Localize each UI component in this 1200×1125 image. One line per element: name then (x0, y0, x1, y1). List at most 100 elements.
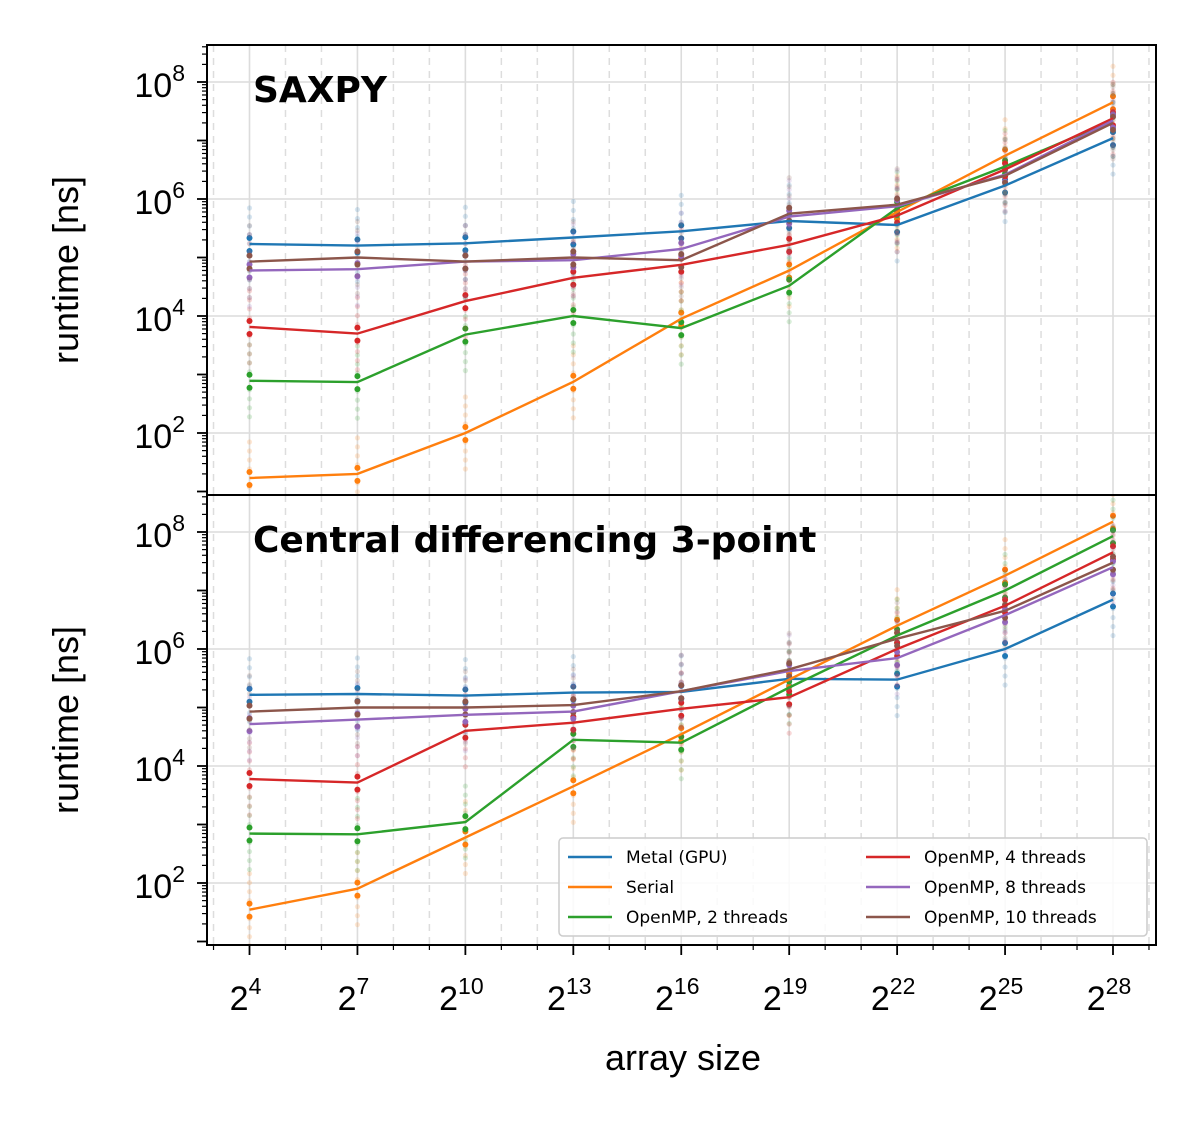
sample-point (354, 236, 361, 243)
sample-point (1002, 146, 1009, 153)
sample-point (462, 870, 468, 877)
sample-point (1002, 623, 1008, 630)
sample-point (246, 205, 253, 211)
sample-point (246, 360, 253, 366)
sample-point (894, 187, 900, 193)
sample-point (462, 213, 468, 219)
sample-point (1110, 512, 1116, 519)
sample-point (570, 302, 576, 308)
legend-entry: OpenMP, 2 threads (626, 908, 788, 928)
sample-point (246, 803, 253, 809)
sample-point (678, 767, 684, 773)
sample-point (570, 801, 576, 807)
sample-point (462, 718, 469, 725)
sample-point (246, 469, 253, 476)
sample-point (246, 248, 253, 255)
sample-point (462, 252, 469, 259)
sample-point (462, 685, 468, 691)
sample-point (246, 342, 253, 348)
sample-point (354, 698, 361, 705)
sample-point (354, 406, 361, 412)
sample-point (678, 210, 684, 216)
sample-point (678, 293, 684, 299)
sample-point (1002, 536, 1008, 543)
sample-point (246, 223, 253, 229)
sample-point (894, 176, 900, 182)
sample-point (354, 673, 361, 679)
sample-point (1002, 139, 1008, 146)
sample-point (462, 801, 468, 807)
sample-point (354, 206, 361, 213)
sample-point (678, 284, 684, 290)
panel-central-differencing: runtime [ns] Central differencing 3-point (45, 494, 1157, 946)
sample-point (570, 666, 576, 672)
sample-point (786, 232, 792, 238)
sample-point (786, 648, 792, 655)
sample-point (786, 250, 792, 256)
sample-point (894, 596, 900, 603)
sample-point (570, 281, 577, 288)
sample-point (462, 665, 468, 672)
sample-point (786, 204, 793, 211)
sample-point (786, 712, 792, 718)
sample-point (786, 248, 793, 255)
sample-point (354, 731, 361, 738)
sample-point (786, 276, 793, 283)
sample-point (894, 228, 901, 235)
sample-point (1110, 142, 1116, 149)
sample-point (786, 193, 792, 199)
sample-point (786, 650, 792, 656)
x-tick-label: 219 (763, 973, 808, 1018)
sample-point (786, 301, 792, 307)
y-tick-label: 106 (134, 177, 185, 222)
sample-point (894, 662, 901, 669)
sample-point (1110, 603, 1116, 610)
sample-point (894, 682, 900, 688)
sample-point (354, 304, 361, 310)
sample-point (354, 859, 361, 865)
sample-point (894, 186, 900, 192)
sample-point (462, 276, 468, 282)
sample-point (894, 175, 900, 181)
sample-point (246, 715, 253, 722)
sample-point (894, 173, 900, 179)
sample-point (894, 177, 900, 183)
sample-point (1110, 506, 1116, 512)
sample-point (246, 749, 253, 755)
sample-point (570, 755, 576, 761)
sample-point (678, 352, 684, 358)
sample-point (786, 721, 792, 727)
sample-point (246, 396, 253, 402)
sample-point (354, 867, 361, 873)
sample-point (786, 254, 792, 260)
sample-point (678, 210, 684, 216)
sample-point (246, 294, 253, 301)
legend-entry: Serial (626, 878, 674, 898)
sample-point (462, 368, 468, 374)
sample-point (678, 343, 684, 349)
sample-point (354, 489, 361, 495)
sample-point (678, 275, 684, 281)
sample-point (354, 435, 361, 441)
sample-point (678, 695, 685, 702)
sample-point (462, 686, 469, 693)
sample-point (462, 734, 469, 741)
sample-point (354, 686, 361, 693)
sample-point (354, 337, 361, 344)
sample-point (354, 272, 361, 279)
sample-point (1110, 84, 1116, 90)
sample-point (678, 758, 684, 764)
sample-point (786, 178, 792, 184)
sample-point (1110, 591, 1116, 597)
sample-point (1002, 199, 1008, 205)
sample-point (246, 934, 253, 940)
sample-point (1110, 523, 1116, 530)
sample-point (246, 297, 253, 303)
sample-point (354, 744, 361, 750)
sample-point (1002, 200, 1008, 207)
sample-point (570, 682, 576, 688)
sample-point (462, 222, 468, 228)
sample-point (462, 305, 469, 312)
sample-point (246, 740, 253, 746)
sample-point (894, 230, 900, 236)
